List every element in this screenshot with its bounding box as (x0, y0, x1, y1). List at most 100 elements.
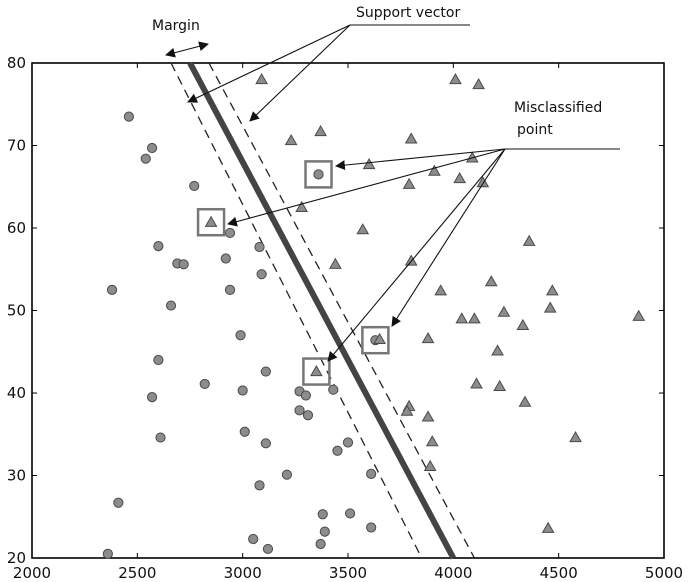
circle-point (346, 509, 355, 518)
circle-point (166, 301, 175, 310)
margin-boundary-line-2 (209, 63, 474, 558)
misclassified-label-line1: Misclassified (514, 100, 602, 116)
circle-point (314, 170, 323, 179)
triangle-point (364, 159, 375, 169)
y-tick-label: 30 (7, 467, 26, 485)
x-tick-label: 5000 (645, 564, 683, 582)
data-points (103, 74, 644, 558)
circle-point (103, 549, 112, 558)
circle-point (154, 242, 163, 251)
triangle-point (425, 461, 436, 471)
y-tick-label: 80 (7, 54, 26, 72)
misclassified-arrow-1 (336, 149, 505, 166)
x-tick-label: 3000 (224, 564, 262, 582)
triangle-point (286, 135, 297, 145)
margin-label: Margin (152, 18, 200, 34)
y-tick-label: 20 (7, 549, 26, 567)
highlight-boxes (198, 161, 388, 384)
triangle-point (543, 523, 554, 533)
misclassified-label-line2: point (517, 122, 553, 138)
triangle-point (435, 285, 446, 295)
circle-point (240, 427, 249, 436)
y-tick-label: 50 (7, 302, 26, 320)
triangle-point (570, 432, 581, 442)
circle-point (190, 181, 199, 190)
triangle-point (427, 436, 438, 446)
x-tick-label: 4000 (434, 564, 472, 582)
misclassified-arrow-4 (328, 149, 505, 361)
misclassified-arrow-2 (228, 149, 505, 224)
triangle-point (471, 378, 482, 388)
circle-point (147, 143, 156, 152)
triangle-point (450, 74, 461, 84)
triangle-point (492, 345, 503, 355)
triangle-point (311, 366, 322, 376)
x-tick-label: 4500 (540, 564, 578, 582)
circle-point (238, 386, 247, 395)
triangle-point (454, 173, 465, 183)
circle-point (261, 367, 270, 376)
triangle-point (256, 74, 267, 84)
circle-point (329, 385, 338, 394)
margin-arrow (166, 44, 208, 55)
triangle-point (423, 333, 434, 343)
triangle-point (357, 224, 368, 234)
triangle-point (633, 311, 644, 321)
circle-point (320, 527, 329, 536)
triangle-point (547, 285, 558, 295)
triangle-point (315, 126, 326, 136)
triangle-point (206, 217, 217, 227)
circle-point (255, 242, 264, 251)
circle-point (156, 433, 165, 442)
circle-point (257, 270, 266, 279)
circle-point (263, 544, 272, 553)
axes-frame (32, 63, 664, 558)
y-tick-label: 70 (7, 137, 26, 155)
circle-point (261, 439, 270, 448)
circle-point (333, 446, 342, 455)
circle-point (367, 523, 376, 532)
circle-point (249, 534, 258, 543)
triangle-point (404, 179, 415, 189)
circle-point (141, 154, 150, 163)
triangle-point (524, 236, 535, 246)
plot-area (32, 63, 664, 558)
circle-point (282, 470, 291, 479)
circle-point (154, 355, 163, 364)
triangle-point (473, 79, 484, 89)
triangle-point (330, 259, 341, 269)
circle-point (225, 285, 234, 294)
circle-point (179, 260, 188, 269)
circle-point (301, 391, 310, 400)
triangle-point (486, 276, 497, 286)
triangle-point (519, 397, 530, 407)
support-vector-label: Support vector (356, 5, 460, 21)
circle-point (343, 438, 352, 447)
y-tick-label: 60 (7, 219, 26, 237)
circle-point (255, 481, 264, 490)
circle-point (114, 498, 123, 507)
x-tick-label: 2500 (118, 564, 156, 582)
triangle-point (494, 381, 505, 391)
support-vector-arrow-right (250, 25, 350, 121)
circle-point (367, 469, 376, 478)
triangle-point (406, 133, 417, 143)
circle-point (200, 379, 209, 388)
circle-point (236, 331, 245, 340)
margin-boundary-line-1 (171, 63, 422, 558)
triangle-point (456, 313, 467, 323)
triangle-point (517, 320, 528, 330)
circle-point (225, 228, 234, 237)
circle-point (318, 510, 327, 519)
circle-point (303, 411, 312, 420)
x-tick-label: 3500 (329, 564, 367, 582)
circle-point (316, 539, 325, 548)
circle-point (124, 112, 133, 121)
circle-point (107, 285, 116, 294)
circle-point (221, 254, 230, 263)
circle-point (147, 393, 156, 402)
triangle-point (545, 303, 556, 313)
y-tick-label: 40 (7, 384, 26, 402)
triangle-point (469, 313, 480, 323)
